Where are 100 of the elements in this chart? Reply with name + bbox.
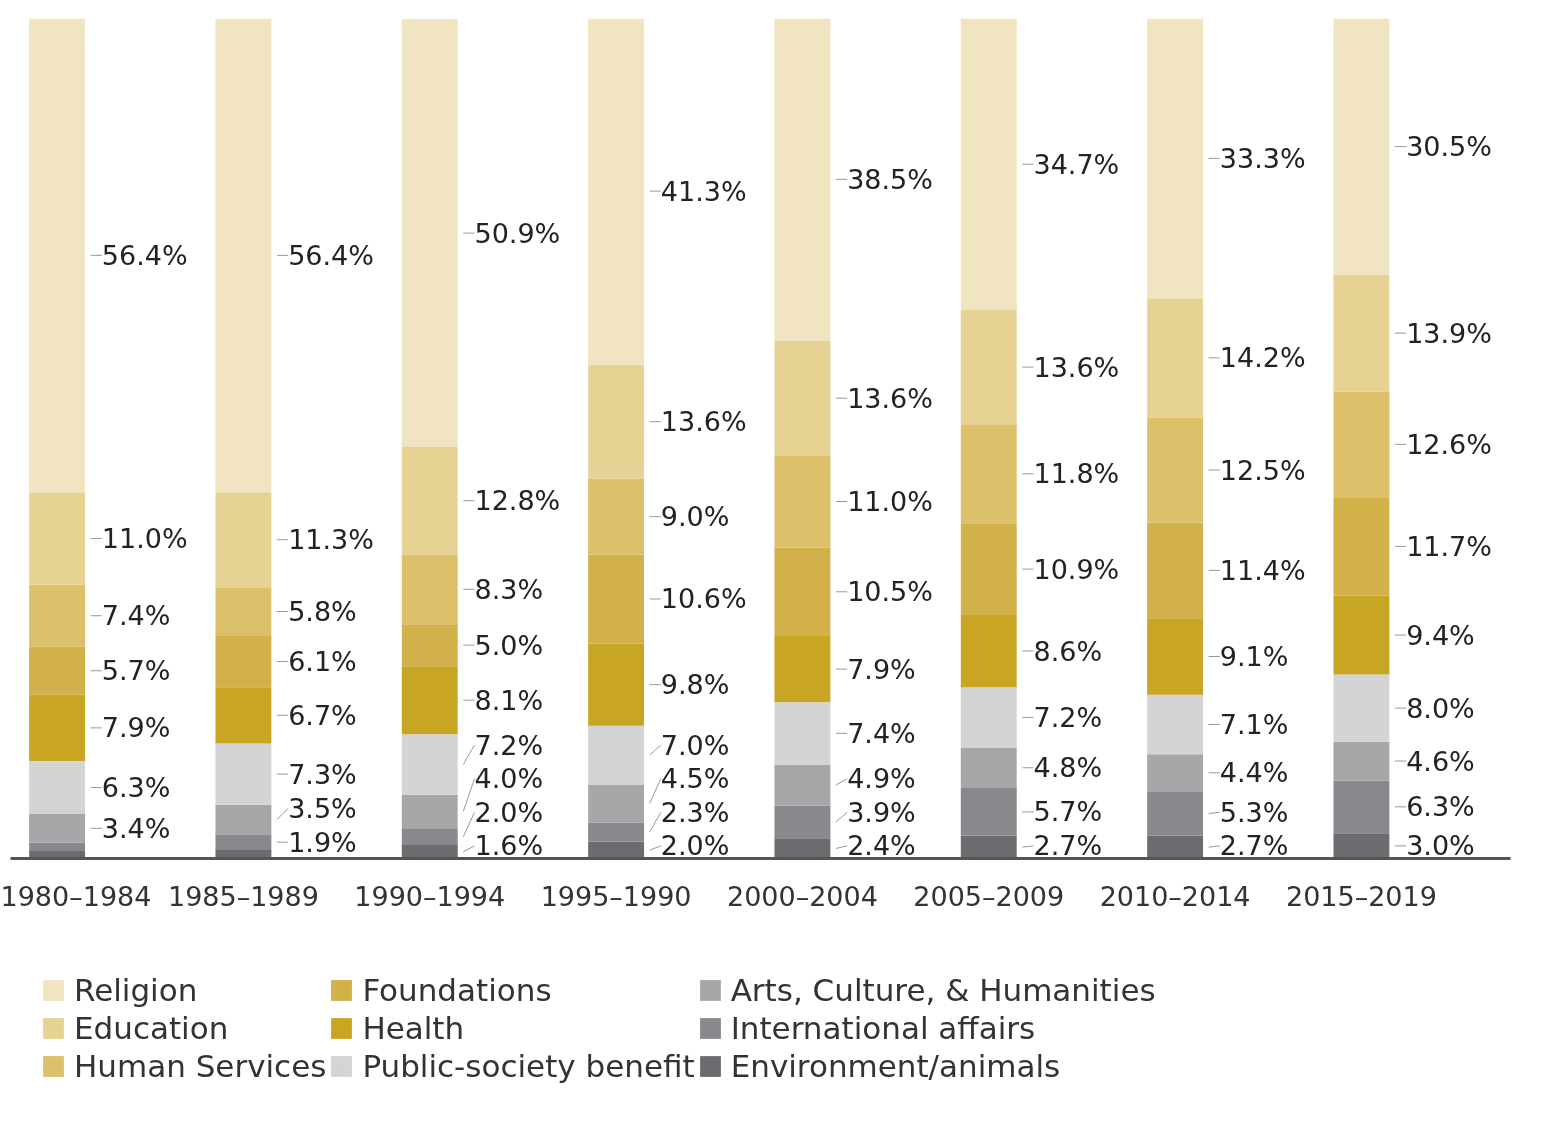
bar: [774, 18, 831, 342]
data-label: 6.1%: [288, 646, 357, 678]
bar: [29, 813, 86, 843]
data-label: 11.3%: [288, 524, 374, 556]
bar: [774, 455, 831, 548]
x-tick-label: 2005–2009: [913, 880, 1065, 912]
bar: [215, 492, 272, 588]
bar: [215, 804, 272, 835]
bar: [1147, 754, 1204, 792]
bar: [215, 687, 272, 744]
bar: [1333, 780, 1390, 834]
bar: [960, 687, 1017, 748]
data-label: 6.3%: [1406, 791, 1475, 823]
legend-label: Health: [362, 1010, 465, 1046]
bar: [1333, 18, 1390, 275]
bar: [401, 828, 458, 846]
bar: [588, 725, 645, 785]
data-label: 2.3%: [660, 796, 730, 828]
bar: [215, 743, 272, 805]
bar: [1147, 18, 1204, 299]
data-label: 2.0%: [660, 830, 730, 862]
bar: [774, 635, 831, 703]
data-label: 5.8%: [288, 596, 357, 628]
bar: [1147, 694, 1204, 755]
bar: [960, 424, 1017, 524]
data-label: 13.6%: [847, 382, 933, 414]
bar: [1333, 497, 1390, 596]
bar: [29, 584, 86, 647]
bar: [774, 341, 831, 456]
bar: [29, 492, 86, 585]
data-label: 3.0%: [1406, 830, 1475, 862]
data-label: 7.1%: [1219, 709, 1289, 741]
bar: [960, 614, 1017, 688]
bar: [588, 822, 645, 842]
data-label: 50.9%: [474, 217, 561, 249]
legend-label: Foundations: [362, 972, 552, 1008]
bar: [774, 547, 831, 636]
data-label: 7.2%: [1033, 701, 1103, 733]
data-label: 5.7%: [101, 655, 171, 687]
data-label: 4.6%: [1406, 745, 1475, 777]
x-tick-label: 1990–1994: [354, 880, 506, 912]
data-label: 12.5%: [1219, 454, 1306, 486]
data-label: 41.3%: [660, 175, 747, 207]
data-label: 3.5%: [288, 793, 357, 825]
data-label: 4.9%: [847, 763, 916, 795]
legend-label: Environment/animals: [730, 1048, 1061, 1084]
data-label: 5.0%: [474, 629, 544, 661]
bar: [1333, 833, 1390, 859]
bar: [960, 747, 1017, 788]
bar: [1147, 522, 1204, 619]
data-label: 56.4%: [288, 239, 374, 271]
data-label: 10.5%: [847, 576, 933, 608]
data-label: 30.5%: [1406, 131, 1492, 163]
bar: [774, 838, 831, 859]
legend-label: Arts, Culture, & Humanities: [730, 972, 1156, 1008]
data-label: 7.2%: [474, 729, 544, 761]
x-tick-label: 2000–2004: [726, 880, 878, 912]
bar: [960, 787, 1017, 836]
data-label: 6.3%: [101, 772, 171, 804]
data-label: 56.4%: [101, 239, 188, 271]
data-label: 2.0%: [474, 796, 544, 828]
data-label: 7.4%: [101, 600, 171, 632]
data-label: 1.6%: [474, 830, 544, 862]
bar: [1333, 391, 1390, 498]
bar: [29, 18, 86, 493]
bar: [215, 587, 272, 636]
bar: [1333, 741, 1390, 781]
bar: [215, 635, 272, 688]
data-label: 4.5%: [660, 763, 730, 795]
bar: [29, 646, 86, 695]
bar: [1147, 835, 1204, 859]
legend-label: Public-society benefit: [362, 1048, 695, 1084]
x-tick-label: 1980–1984: [0, 880, 152, 912]
bar: [588, 364, 645, 479]
data-label: 6.7%: [288, 699, 357, 731]
data-label: 8.6%: [1033, 635, 1103, 667]
bar: [215, 834, 272, 851]
bar: [401, 734, 458, 795]
bar: [588, 18, 645, 365]
data-label: 3.4%: [101, 812, 171, 844]
x-tick-label: 1985–1989: [167, 880, 319, 912]
legend-label: Human Services: [74, 1048, 327, 1084]
bar: [29, 761, 86, 814]
data-label: 13.6%: [1033, 351, 1120, 383]
bar: [1147, 791, 1204, 836]
data-label: 12.8%: [474, 485, 561, 517]
bar: [1147, 298, 1204, 418]
bar: [588, 554, 645, 644]
data-label: 38.5%: [847, 163, 933, 195]
data-label: 7.9%: [101, 712, 171, 744]
data-label: 13.9%: [1406, 317, 1492, 349]
data-label: 4.8%: [1033, 752, 1103, 784]
data-label: 11.0%: [847, 486, 933, 517]
data-label: 8.0%: [1406, 692, 1475, 724]
bar: [774, 764, 831, 806]
data-label: 4.4%: [1219, 757, 1289, 789]
bar: [401, 624, 458, 667]
data-label: 4.0%: [474, 763, 544, 795]
data-label: 11.7%: [1406, 530, 1492, 562]
bar: [401, 554, 458, 625]
